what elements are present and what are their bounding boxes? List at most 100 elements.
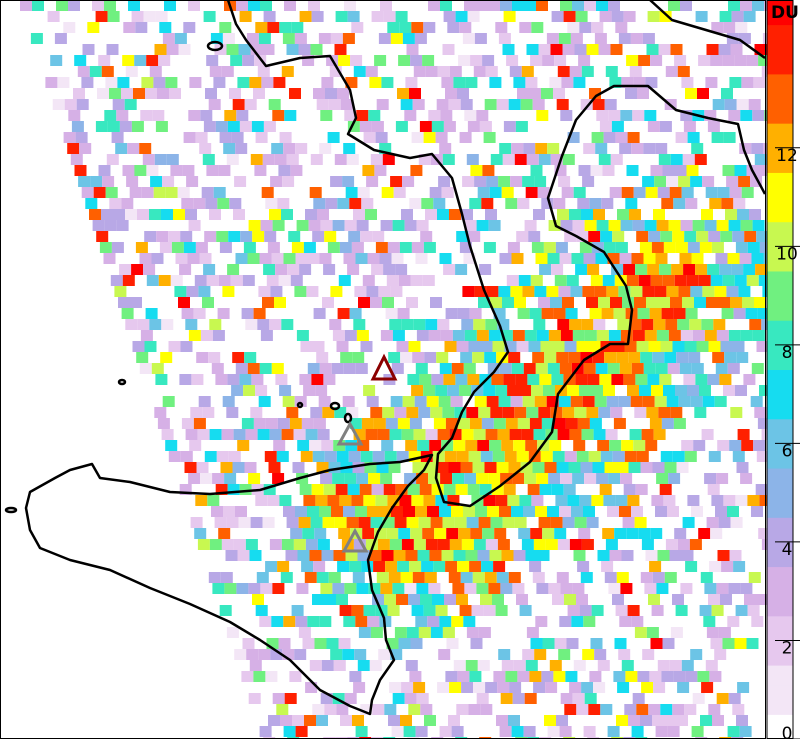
pixel: [601, 561, 614, 572]
pixel: [483, 495, 496, 506]
pixel: [520, 462, 533, 473]
pixel: [756, 594, 768, 605]
pixel: [476, 110, 489, 121]
pixel: [331, 506, 343, 517]
pixel: [647, 264, 660, 275]
pixel: [584, 473, 597, 484]
pixel: [202, 407, 215, 418]
pixel: [246, 649, 259, 660]
pixel: [634, 517, 647, 528]
pixel: [651, 605, 664, 616]
pixel: [757, 418, 770, 429]
pixel: [743, 264, 756, 275]
pixel: [406, 44, 419, 55]
pixel: [626, 165, 639, 176]
pixel: [470, 55, 483, 66]
pixel: [385, 418, 398, 429]
pixel: [665, 319, 678, 330]
pixel: [226, 407, 239, 418]
colorbar-segment: [767, 704, 793, 710]
pixel: [469, 308, 482, 319]
pixel: [159, 242, 172, 253]
pixel: [601, 198, 614, 209]
pixel: [428, 0, 440, 11]
pixel: [459, 22, 472, 33]
pixel: [278, 638, 291, 649]
pixel: [149, 66, 162, 77]
pixel: [573, 440, 586, 451]
colorbar-segment: [767, 339, 793, 346]
pixel: [426, 396, 439, 407]
colorbar-segment: [767, 256, 793, 262]
pixel: [312, 704, 325, 715]
pixel: [411, 495, 424, 506]
pixel: [397, 308, 410, 319]
pixel: [684, 231, 697, 242]
pixel: [322, 517, 335, 528]
pixel: [284, 693, 297, 704]
pixel: [284, 0, 296, 11]
pixel: [443, 121, 456, 132]
pixel: [550, 517, 563, 528]
pixel: [512, 473, 525, 484]
pixel: [488, 0, 500, 11]
pixel: [464, 473, 477, 484]
pixel: [602, 275, 615, 286]
pixel: [660, 341, 673, 352]
pixel: [127, 143, 140, 154]
pixel: [577, 561, 590, 572]
pixel: [620, 220, 633, 231]
pixel: [669, 550, 682, 561]
pixel: [525, 550, 538, 561]
pixel: [291, 605, 304, 616]
pixel: [263, 484, 276, 495]
pixel: [511, 726, 524, 737]
pixel: [200, 330, 213, 341]
pixel: [476, 693, 489, 704]
pixel: [598, 154, 611, 165]
pixel: [227, 484, 240, 495]
pixel: [695, 264, 708, 275]
pixel: [415, 616, 428, 627]
pixel: [250, 407, 263, 418]
colorbar-segment: [767, 620, 793, 627]
pixel: [605, 66, 618, 77]
pixel: [599, 11, 612, 22]
pixel: [202, 154, 215, 165]
pixel: [528, 341, 541, 352]
pixel: [216, 451, 229, 462]
sicily-coast: [24, 453, 434, 716]
italy-coast: [226, 0, 767, 508]
pixel: [591, 385, 603, 396]
pixel: [684, 341, 697, 352]
pixel: [696, 231, 709, 242]
pixel: [720, 341, 733, 352]
pixel: [596, 220, 609, 231]
pixel: [657, 550, 670, 561]
pixel: [684, 451, 697, 462]
pixel: [197, 539, 210, 550]
pixel: [379, 253, 392, 264]
pixel: [237, 77, 250, 88]
pixel: [429, 440, 442, 451]
pixel: [385, 308, 398, 319]
pixel: [663, 242, 676, 253]
pixel: [363, 605, 376, 616]
pixel: [681, 550, 694, 561]
colorbar-segment: [767, 246, 793, 252]
pixel: [390, 33, 403, 44]
pixel: [219, 605, 232, 616]
pixel: [596, 330, 609, 341]
pixel: [186, 286, 199, 297]
pixel: [344, 110, 357, 121]
pixel: [505, 671, 518, 682]
pixel: [403, 506, 415, 517]
pixel: [611, 374, 624, 385]
pixel: [473, 429, 486, 440]
pixel: [483, 605, 496, 616]
pixel: [742, 297, 754, 308]
pixel: [718, 627, 731, 638]
pixel: [293, 539, 306, 550]
pixel: [367, 506, 379, 517]
pixel: [145, 88, 157, 99]
